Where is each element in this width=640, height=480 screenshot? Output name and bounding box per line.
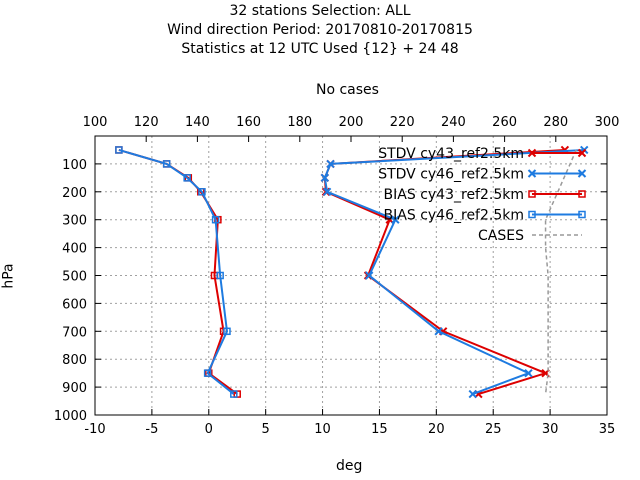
y-tick-label: 200 xyxy=(62,186,87,201)
series-line xyxy=(118,148,235,395)
top-tick-label: 220 xyxy=(390,115,415,130)
top-tick-label: 120 xyxy=(134,115,159,130)
data-point-square xyxy=(230,390,238,398)
x-axis-title: deg xyxy=(336,458,363,474)
legend-entry-0: STDV cy43_ref2.5km xyxy=(378,146,587,162)
y-tick-label: 700 xyxy=(62,325,87,340)
top-tick-label: 200 xyxy=(339,115,364,130)
top-tick-label: 140 xyxy=(185,115,210,130)
data-point-cross xyxy=(326,159,335,169)
series-3 xyxy=(115,146,238,398)
x-tick-label: -5 xyxy=(145,422,158,437)
legend-entry-2: BIAS cy43_ref2.5km xyxy=(384,187,586,203)
chart-title-line-1: 32 stations Selection: ALL xyxy=(229,3,411,19)
x-tick-label: 35 xyxy=(599,422,616,437)
x-tick-label: 20 xyxy=(428,422,445,437)
data-point-cross xyxy=(364,271,374,280)
top-tick-label: 100 xyxy=(83,115,108,130)
data-point-square xyxy=(223,327,231,336)
data-point-square xyxy=(115,146,123,154)
data-point-square xyxy=(528,190,536,198)
data-point-cross xyxy=(468,389,477,399)
legend-label: STDV cy46_ref2.5km xyxy=(378,167,524,183)
chart-title-line-3: Statistics at 12 UTC Used {12} + 24 48 xyxy=(181,41,459,57)
data-point-cross xyxy=(577,169,587,178)
data-point-square xyxy=(211,215,220,224)
data-point-square xyxy=(162,160,171,168)
grid-lines xyxy=(95,136,607,415)
legend-entry-4: CASES xyxy=(478,228,582,244)
axes: -10 -5 0 5 10 15 20 25 30 35 100 120 140 160 180 200 220… xyxy=(54,115,620,437)
chart-title-line-2: Wind direction Period: 20170810-20170815 xyxy=(167,22,473,38)
top-tick-label: 160 xyxy=(236,115,261,130)
data-point-square xyxy=(198,188,206,196)
data-point-cross xyxy=(320,173,330,183)
x-tick-label: 15 xyxy=(371,422,388,437)
top-tick-label: 300 xyxy=(595,115,620,130)
top-tick-label: 240 xyxy=(441,115,466,130)
data-series xyxy=(115,145,589,399)
legend-entry-3: BIAS cy46_ref2.5km xyxy=(384,208,586,224)
data-point-square xyxy=(216,271,224,280)
top-axis-title: No cases xyxy=(316,82,379,98)
plot-frame xyxy=(94,135,608,416)
y-tick-label: 400 xyxy=(62,242,87,257)
data-point-square xyxy=(528,210,536,219)
legend-entry-1: STDV cy46_ref2.5km xyxy=(378,167,587,183)
data-point-cross xyxy=(577,148,587,158)
data-point-square xyxy=(578,210,586,219)
series-0 xyxy=(320,145,570,399)
data-point-cross xyxy=(391,215,400,224)
legend: STDV cy43_ref2.5km STDV cy46_ref2.5km BIAS… xyxy=(378,146,587,244)
legend-label: STDV cy43_ref2.5km xyxy=(378,146,524,162)
data-point-square xyxy=(183,174,191,182)
top-tick-label: 260 xyxy=(492,115,517,130)
x-tick-label: 30 xyxy=(542,422,559,437)
y-tick-label: 1000 xyxy=(54,409,87,424)
legend-label: BIAS cy43_ref2.5km xyxy=(384,187,524,203)
top-tick-label: 280 xyxy=(543,115,568,130)
x-tick-label: -10 xyxy=(84,422,105,437)
data-point-cross xyxy=(524,368,533,378)
legend-label: CASES xyxy=(478,228,524,244)
x-tick-label: 5 xyxy=(262,422,270,437)
top-tick-label: 180 xyxy=(287,115,312,130)
data-point-cross xyxy=(322,187,332,197)
legend-label: BIAS cy46_ref2.5km xyxy=(384,208,524,224)
y-tick-label: 100 xyxy=(62,158,87,173)
data-point-cross xyxy=(527,148,537,158)
x-tick-label: 0 xyxy=(205,422,213,437)
data-point-cross xyxy=(527,169,537,178)
y-tick-label: 500 xyxy=(62,270,87,285)
data-point-cross xyxy=(434,327,443,336)
data-point-square xyxy=(203,369,212,377)
y-tick-label: 800 xyxy=(62,353,87,368)
y-tick-label: 300 xyxy=(62,214,87,229)
data-point-square xyxy=(578,190,586,198)
x-tick-label: 25 xyxy=(485,422,502,437)
x-tick-label: 10 xyxy=(314,422,331,437)
y-tick-label: 600 xyxy=(62,297,87,312)
y-tick-label: 900 xyxy=(62,381,87,396)
